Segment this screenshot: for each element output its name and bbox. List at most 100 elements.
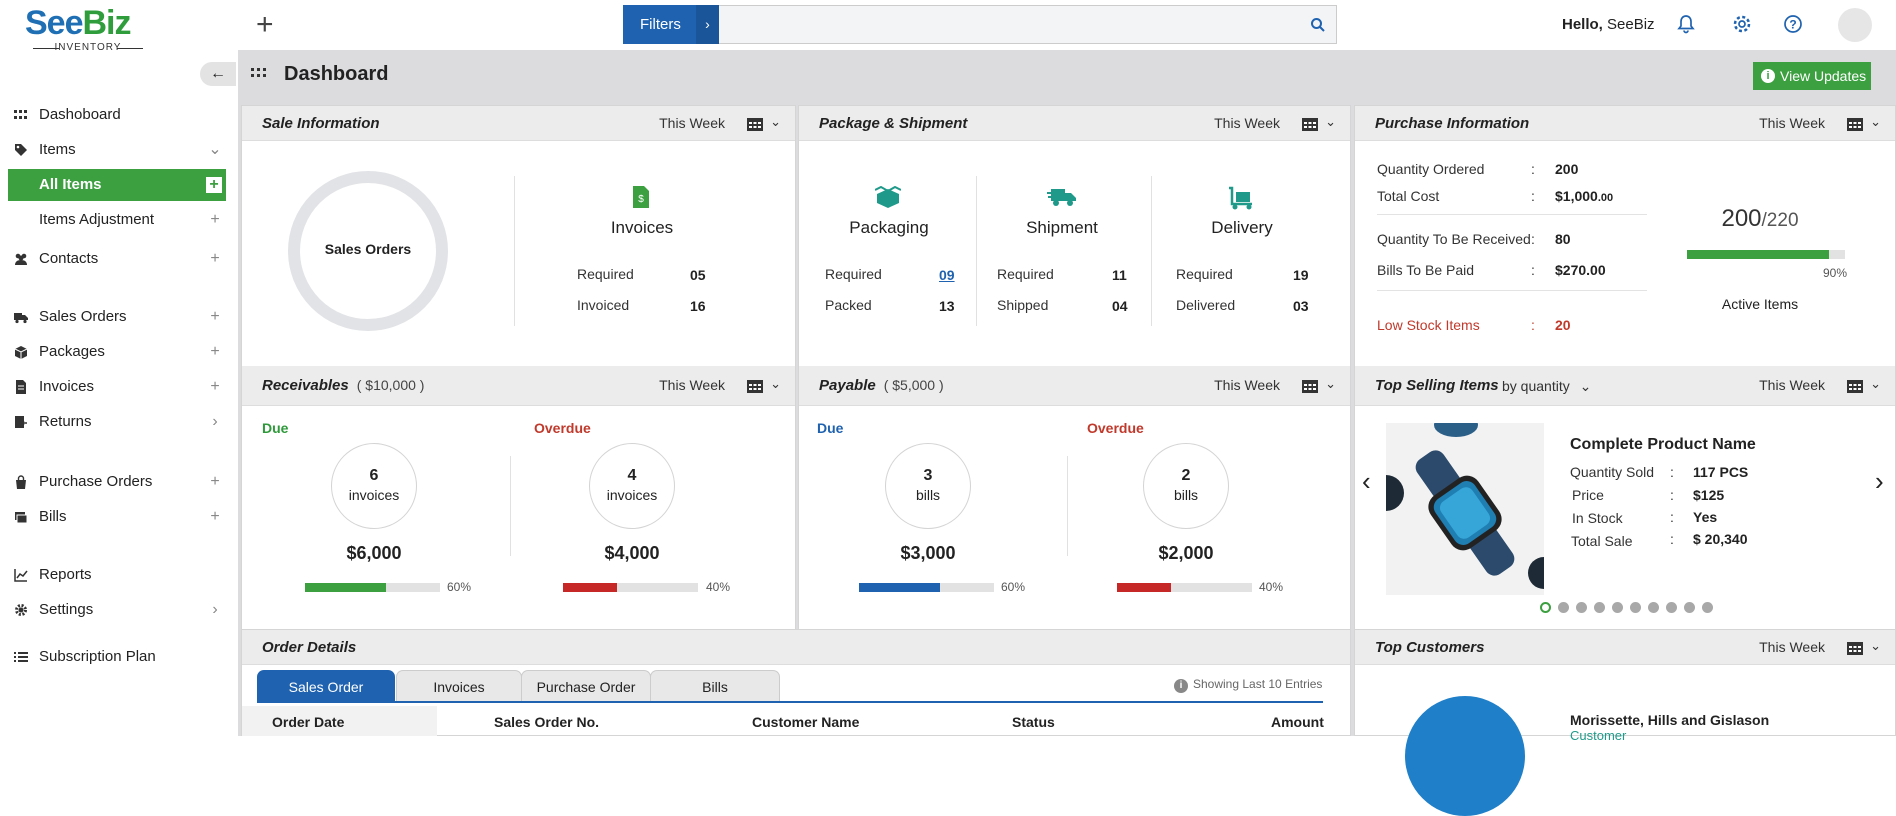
separator: : <box>1670 464 1674 480</box>
user-avatar[interactable] <box>1838 8 1872 42</box>
add-sales-order-plus-icon[interactable]: + <box>210 308 220 325</box>
calendar-icon[interactable] <box>747 378 763 393</box>
sidebar-item-label: Invoices <box>39 378 95 395</box>
add-adjustment-plus-icon[interactable]: + <box>210 211 220 228</box>
packaging-title: Packaging <box>849 218 929 237</box>
carousel-dot[interactable] <box>1648 602 1659 613</box>
gear-icon[interactable] <box>1731 13 1753 35</box>
carousel-dot[interactable] <box>1540 602 1551 613</box>
sidebar-item-reports[interactable]: Reports <box>8 559 226 591</box>
app-logo[interactable]: SeeBiz INVENTORY <box>25 6 155 53</box>
tab-purchase-order[interactable]: Purchase Order <box>521 670 651 702</box>
carousel-pagination <box>1540 602 1713 616</box>
sidebar-item-all-items[interactable]: All Items + <box>8 169 226 201</box>
bell-icon[interactable] <box>1675 13 1697 35</box>
add-contact-plus-icon[interactable]: + <box>210 250 220 267</box>
sidebar-item-settings[interactable]: Settings › <box>8 594 226 626</box>
sidebar-item-purchase-orders[interactable]: Purchase Orders + <box>8 466 226 498</box>
sidebar-item-subscription-plan[interactable]: Subscription Plan <box>8 641 226 673</box>
carousel-dot[interactable] <box>1594 602 1605 613</box>
add-purchase-order-plus-icon[interactable]: + <box>210 473 220 490</box>
add-item-plus-icon[interactable]: + <box>206 177 222 193</box>
carousel-dot[interactable] <box>1612 602 1623 613</box>
low-stock-items-link[interactable]: Low Stock Items <box>1377 317 1480 333</box>
carousel-next-arrow-icon[interactable]: › <box>1875 466 1884 496</box>
chevron-down-icon[interactable]: ⌄ <box>1870 114 1881 129</box>
column-header-status[interactable]: Status <box>1012 714 1055 730</box>
chevron-right-icon[interactable]: › <box>212 601 218 618</box>
column-header-amount[interactable]: Amount <box>1271 714 1324 730</box>
sidebar-item-contacts[interactable]: Contacts + <box>8 243 226 275</box>
carousel-dot[interactable] <box>1666 602 1677 613</box>
top-bar: SeeBiz INVENTORY + Filters › Hello, SeeBi… <box>0 0 1896 53</box>
sidebar-item-packages[interactable]: Packages + <box>8 336 226 368</box>
required-label: Required <box>577 266 634 282</box>
filters-button[interactable]: Filters › <box>623 5 719 44</box>
greeting-name: SeeBiz <box>1607 16 1655 33</box>
column-header-customer-name[interactable]: Customer Name <box>752 714 860 730</box>
carousel-dot[interactable] <box>1558 602 1569 613</box>
search-icon[interactable] <box>1310 17 1326 33</box>
sidebar-item-sales-orders[interactable]: Sales Orders + <box>8 301 226 333</box>
list-icon <box>14 652 28 662</box>
carousel-dot[interactable] <box>1630 602 1641 613</box>
packed-value: 13 <box>939 298 955 314</box>
calendar-icon[interactable] <box>1847 378 1863 393</box>
chevron-down-icon[interactable]: ⌄ <box>770 114 781 129</box>
column-header-order-date[interactable]: Order Date <box>272 714 345 730</box>
entries-note-text: Showing Last 10 Entries <box>1193 677 1323 691</box>
tab-invoices[interactable]: Invoices <box>396 670 522 702</box>
calendar-icon[interactable] <box>1847 116 1863 131</box>
tab-sales-order[interactable]: Sales Order <box>257 670 395 702</box>
add-package-plus-icon[interactable]: + <box>210 343 220 360</box>
chevron-down-icon[interactable]: ⌄ <box>1870 638 1881 653</box>
column-header-sales-order-no[interactable]: Sales Order No. <box>494 714 600 730</box>
sidebar-item-label: All Items <box>39 176 102 193</box>
chevron-down-icon[interactable]: ⌄ <box>1870 376 1881 391</box>
sidebar-item-label: Returns <box>39 413 92 430</box>
sidebar-item-items[interactable]: Items ⌄ <box>8 134 226 166</box>
chevron-right-icon[interactable]: › <box>212 413 218 430</box>
chevron-down-icon[interactable]: ⌄ <box>1325 376 1336 391</box>
svg-text:$: $ <box>638 194 644 205</box>
calendar-icon[interactable] <box>747 116 763 131</box>
sidebar-item-bills[interactable]: Bills + <box>8 501 226 533</box>
help-icon[interactable]: ? <box>1782 13 1804 35</box>
overdue-progress-fill <box>1117 583 1171 592</box>
sidebar-item-invoices[interactable]: Invoices + <box>8 371 226 403</box>
due-count: 3 <box>923 467 933 484</box>
view-updates-button[interactable]: i View Updates <box>1753 62 1871 90</box>
carousel-dot[interactable] <box>1684 602 1695 613</box>
separator: : <box>1670 509 1674 525</box>
calendar-icon[interactable] <box>1847 640 1863 655</box>
separator: : <box>1670 487 1674 503</box>
bag-icon <box>16 475 26 489</box>
overdue-percent: 40% <box>1259 580 1284 594</box>
tab-bills[interactable]: Bills <box>650 670 780 702</box>
add-invoice-plus-icon[interactable]: + <box>210 378 220 395</box>
packaging-required-link[interactable]: 09 <box>939 267 955 283</box>
view-updates-label: View Updates <box>1780 68 1867 84</box>
separator: : <box>1531 262 1535 278</box>
sidebar-item-dashboard[interactable]: Dashoboard <box>8 99 226 131</box>
sidebar-item-returns[interactable]: Returns › <box>8 406 226 438</box>
collapse-sidebar-button[interactable]: ← <box>200 62 236 86</box>
period-label: This Week <box>1214 377 1280 393</box>
carousel-prev-arrow-icon[interactable]: ‹ <box>1362 466 1371 496</box>
quantity-sold-label: Quantity Sold <box>1570 464 1655 480</box>
search-input[interactable] <box>719 6 1336 43</box>
overdue-bills-circle: 2 bills <box>1143 443 1229 529</box>
carousel-dot[interactable] <box>1576 602 1587 613</box>
carousel-dot[interactable] <box>1702 602 1713 613</box>
quick-create-plus-icon[interactable]: + <box>256 8 274 41</box>
calendar-icon[interactable] <box>1302 116 1318 131</box>
calendar-icon[interactable] <box>1302 378 1318 393</box>
chevron-down-icon[interactable]: ⌄ <box>1325 114 1336 129</box>
sidebar-item-items-adjustment[interactable]: Items Adjustment + <box>8 204 226 236</box>
box-icon <box>14 346 28 359</box>
add-bill-plus-icon[interactable]: + <box>210 508 220 525</box>
chevron-down-icon[interactable]: ⌄ <box>208 141 222 158</box>
overdue-progress-bar <box>1117 583 1252 592</box>
chevron-down-icon[interactable]: ⌄ <box>770 376 781 391</box>
sort-dropdown[interactable]: by quantity ⌄ <box>1502 378 1591 395</box>
